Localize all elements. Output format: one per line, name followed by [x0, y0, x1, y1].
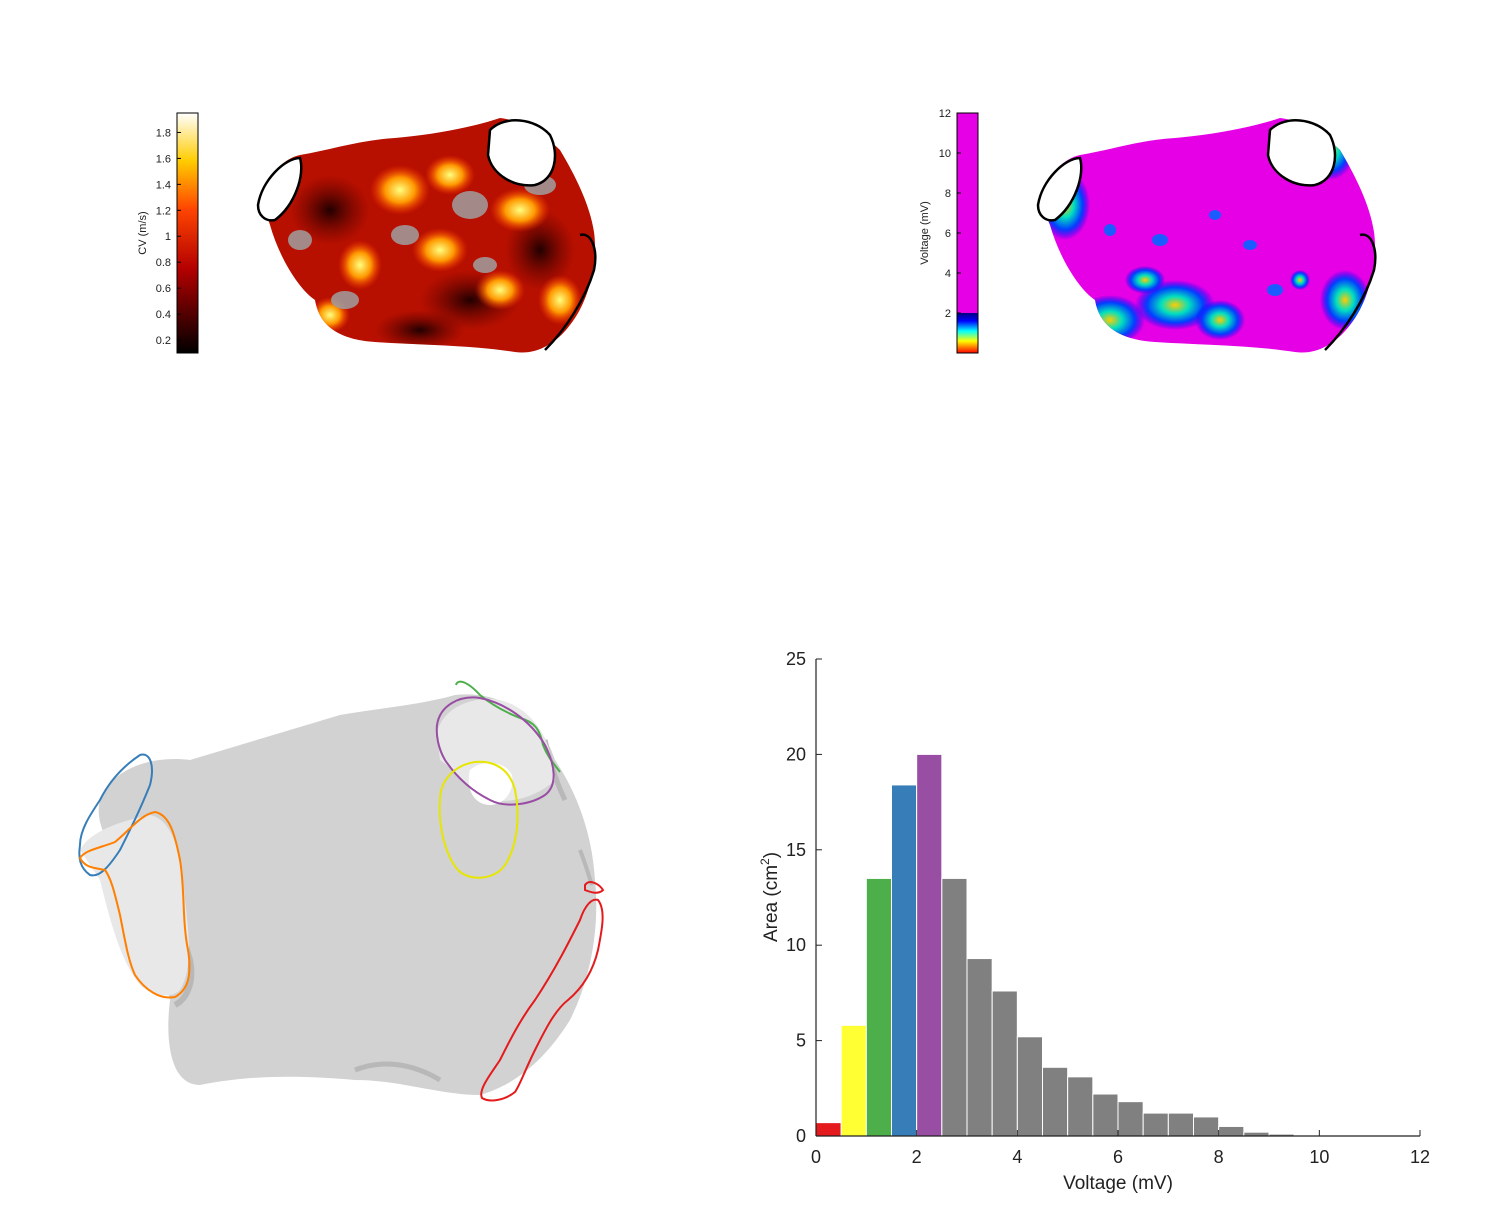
- y-tick-label: 10: [786, 935, 806, 955]
- cv-colorbar-tick-label: 1.4: [156, 179, 171, 191]
- cv-colorbar-tick-label: 1.6: [156, 153, 171, 165]
- cv-colorbar-tick-label: 0.2: [156, 335, 171, 347]
- histogram-bar: [815, 1122, 842, 1137]
- histogram-bar: [840, 1024, 867, 1137]
- histogram-bars: [815, 753, 1421, 1137]
- region-outline-yellow: [438, 760, 519, 879]
- region-vein-lightfill-top: [437, 699, 555, 801]
- voltage-vein-ring-upper-right: [1266, 119, 1337, 187]
- shell-crease-bottom: [354, 1061, 442, 1083]
- y-axis-label-superscript: 2: [758, 858, 772, 865]
- cv-colorbar-tick-label: 1: [165, 231, 171, 243]
- cv-colorbar-ticks: 0.2 0.4 0.6 0.8 1 1.2 1.4 1.6 1.8: [156, 127, 181, 347]
- histogram-bar: [1092, 1093, 1119, 1137]
- region-outline-purple: [435, 696, 555, 806]
- histogram-bar: [1117, 1101, 1144, 1137]
- histogram-bar: [1218, 1125, 1245, 1137]
- cv-colorbar-tick-label: 0.6: [156, 283, 171, 295]
- voltage-atrium-surface: [1040, 118, 1375, 353]
- region-outline-orange: [78, 810, 191, 999]
- voltage-vein-ring-left: [1036, 156, 1083, 222]
- cv-colorbar: [176, 112, 199, 354]
- cv-vein-ring-right: [544, 233, 597, 351]
- x-tick-label: 12: [1410, 1147, 1430, 1167]
- voltage-map-panel: 2 4 6 8 10 12 Voltage (mV): [919, 108, 1377, 354]
- y-tick-label: 15: [786, 840, 806, 860]
- x-tick-label: 6: [1113, 1147, 1123, 1167]
- voltage-colorbar-tick-label: 8: [945, 188, 951, 200]
- atrium-shell: [98, 694, 597, 1095]
- histogram-bar: [891, 784, 918, 1137]
- region-outline-red: [480, 881, 605, 1102]
- histogram-bar: [1042, 1066, 1069, 1137]
- y-tick-label: 20: [786, 744, 806, 764]
- anatomy-panel: [78, 680, 605, 1102]
- histogram-bar: [1167, 1112, 1195, 1137]
- cv-vein-ring-left: [256, 156, 303, 222]
- histogram-bar: [1067, 1076, 1094, 1137]
- x-tick-label: 8: [1214, 1147, 1224, 1167]
- voltage-colorbar-tick-label: 2: [945, 308, 951, 320]
- x-tick-label: 4: [1012, 1147, 1022, 1167]
- histogram-bar: [1016, 1036, 1043, 1137]
- histogram-panel: 0 2 4 6 8 10 12 0 5 10 15 20 25 Voltage (mV) Area (…: [758, 649, 1430, 1194]
- y-tick-label: 25: [786, 649, 806, 669]
- cv-colorbar-tick-label: 1.2: [156, 205, 171, 217]
- histogram-bar: [1193, 1116, 1220, 1137]
- x-axis-label: Voltage (mV): [1063, 1173, 1173, 1194]
- histogram-bar: [1142, 1112, 1169, 1137]
- region-outline-blue: [78, 753, 153, 877]
- voltage-colorbar-tick-label: 4: [945, 268, 951, 280]
- voltage-colorbar-label: Voltage (mV): [919, 201, 931, 265]
- region-vein-lightfill-left: [80, 815, 189, 996]
- voltage-colorbar-tick-label: 10: [939, 148, 951, 160]
- voltage-colorbar-tick-label: 12: [939, 108, 951, 120]
- x-axis-ticks: 0 2 4 6 8 10 12: [811, 1130, 1430, 1167]
- voltage-colorbar-high: [957, 113, 978, 313]
- cv-map-panel: 0.2 0.4 0.6 0.8 1 1.2 1.4 1.6 1.8 CV (m/s): [137, 112, 597, 354]
- cv-colorbar-tick-label: 0.8: [156, 257, 171, 269]
- histogram-bar: [916, 753, 943, 1137]
- cv-colorbar-tick-label: 1.8: [156, 127, 171, 139]
- histogram-bar: [966, 958, 993, 1137]
- histogram-bar: [941, 877, 968, 1137]
- x-tick-label: 0: [811, 1147, 821, 1167]
- cv-colorbar-label: CV (m/s): [137, 211, 149, 254]
- y-tick-label: 5: [796, 1031, 806, 1051]
- voltage-vein-ring-right: [1324, 233, 1377, 351]
- voltage-colorbar-tick-label: 6: [945, 228, 951, 240]
- voltage-colorbar-low: [957, 313, 978, 353]
- voltage-colorbar-ticks: 2 4 6 8 10 12: [939, 108, 961, 320]
- cv-atrium-surface: [262, 118, 595, 353]
- shell-crease-right-lower: [578, 849, 594, 886]
- cv-colorbar-tick-label: 0.4: [156, 309, 171, 321]
- histogram-bar: [865, 877, 892, 1137]
- x-tick-label: 10: [1309, 1147, 1329, 1167]
- x-tick-label: 2: [912, 1147, 922, 1167]
- y-tick-label: 0: [796, 1126, 806, 1146]
- histogram-bar: [991, 990, 1018, 1137]
- y-axis-label: Area (cm2): [758, 852, 782, 942]
- cv-vein-ring-upper-right: [486, 119, 557, 187]
- y-axis-ticks: 0 5 10 15 20 25: [786, 649, 822, 1146]
